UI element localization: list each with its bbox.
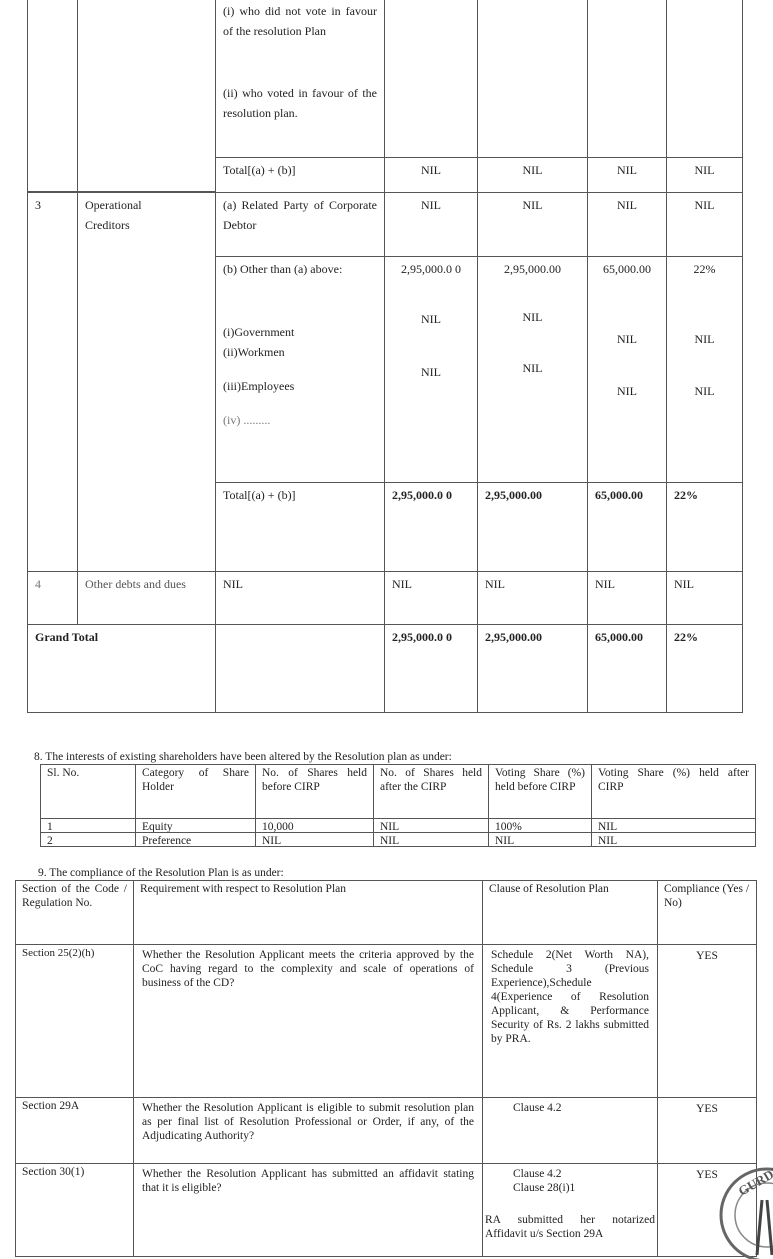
section-cell: Section 29A [15,1097,134,1164]
section9-heading: 9. The compliance of the Resolution Plan… [38,867,284,879]
shareholder-cell: NIL [488,832,592,847]
cell: NIL [384,571,478,625]
requirement-cell: Whether the Resolution Applicant meets t… [133,944,483,1098]
other-than-a-cell: (b) Other than (a) above: (i)Government … [215,256,385,483]
cell: 2,95,000.00 [504,262,561,276]
header: Requirement with respect to Resolution P… [133,880,483,945]
shareholder-cell: Equity [135,818,256,833]
clause-line: Clause 28(i)1 [513,1182,576,1194]
shareholder-cell: NIL [591,832,756,847]
clause-cell: Clause 4.2 Clause 28(i)1 RA submitted he… [482,1163,658,1257]
compliance-cell: YES [657,1097,757,1164]
compliance-cell: YES [657,944,757,1098]
cell: NIL [477,192,588,257]
cell: 2,95,000.00 [477,624,588,713]
related-party-label: (a) Related Party of Corporate Debtor [215,192,385,257]
header: No. of Shares held before CIRP [255,764,374,819]
shareholder-cell: NIL [373,818,489,833]
grand-total-label: Grand Total [27,624,216,713]
cell: 65,000.00 [587,482,667,572]
stamp-seal-icon: GURDEV [719,1160,773,1259]
header: Section of the Code / Regulation No. [15,880,134,945]
shareholder-cell: Preference [135,832,256,847]
cell: NIL [384,157,478,193]
iv-label: (iv) ......... [223,413,271,427]
col1: 2,95,000.0 0 NIL NIL [384,256,478,483]
header: Voting Share (%) held before CIRP [488,764,592,819]
cell: NIL [587,192,667,257]
header: Voting Share (%) held after CIRP [591,764,756,819]
cell: NIL [617,332,637,346]
clause-note: RA submitted her notarized Affidavit u/s… [485,1214,655,1240]
shareholder-cell: 100% [488,818,592,833]
fc-total-label: Total[(a) + (b)] [215,157,385,193]
header: Clause of Resolution Plan [482,880,658,945]
cell: NIL [587,157,667,193]
gov-label: (i)Government [223,325,295,339]
shareholder-cell: 2 [40,832,136,847]
cell: NIL [694,384,715,398]
cell: 2,95,000.0 0 [384,624,478,713]
cell: NIL [477,571,588,625]
header: No. of Shares held after the CIRP [373,764,489,819]
cell-fc-sub: (i) who did not vote in favour of the re… [215,0,385,158]
compliance-cell: YES [657,1163,757,1257]
cell: NIL [215,571,385,625]
cell: 65,000.00 [603,262,651,276]
header: Compliance (Yes / No) [657,880,757,945]
shareholder-cell: NIL [255,832,374,847]
category: Other debts and dues [77,571,216,625]
cell: 22% [666,624,743,713]
cell: 2,95,000.0 0 [401,262,461,276]
header: Sl. No. [40,764,136,819]
cell: NIL [522,361,543,375]
cell: NIL [666,571,743,625]
cell: NIL [421,365,441,379]
cell: 65,000.00 [587,624,667,713]
oc-total-label: Total[(a) + (b)] [215,482,385,572]
clause-cell: Schedule 2(Net Worth NA), Schedule 3 (Pr… [482,944,658,1098]
emp-label: (iii)Employees [223,379,295,393]
clause-line: Clause 4.2 [513,1168,562,1180]
section-cell: Section 25(2)(h) [15,944,134,1098]
shareholder-cell: NIL [591,818,756,833]
fc-not-voted: (i) who did not vote in favour of the re… [223,4,377,38]
cell: 2,95,000.00 [477,482,588,572]
col2: 2,95,000.00 NIL NIL [477,256,588,483]
cell: 22% [693,262,716,276]
category: Operational Creditors [77,192,216,572]
col3: 65,000.00 NIL NIL [587,256,667,483]
section8-heading: 8. The interests of existing shareholder… [34,751,452,763]
header: Category of Share Holder [135,764,256,819]
workmen-label: (ii)Workmen [223,345,285,359]
cell: NIL [522,310,543,324]
fc-voted: (ii) who voted in favour of the resoluti… [223,86,377,120]
requirement-cell: Whether the Resolution Applicant is elig… [133,1097,483,1164]
shareholder-cell: NIL [373,832,489,847]
shareholder-cell: 10,000 [255,818,374,833]
cell: NIL [694,332,715,346]
cell: NIL [421,312,441,326]
col4: 22% NIL NIL [666,256,743,483]
other-label: (b) Other than (a) above: [223,262,343,276]
cell: NIL [587,571,667,625]
svg-text:GURDEV: GURDEV [736,1160,773,1199]
section-cell: Section 30(1) [15,1163,134,1257]
shareholder-cell: 1 [40,818,136,833]
cell: NIL [477,157,588,193]
sl-no: 3 [27,192,78,572]
cell: 2,95,000.0 0 [384,482,478,572]
requirement-cell: Whether the Resolution Applicant has sub… [133,1163,483,1257]
sl-no: 4 [27,571,78,625]
cell: NIL [384,192,478,257]
clause-cell: Clause 4.2 [482,1097,658,1164]
cell: NIL [666,157,743,193]
cell: 22% [666,482,743,572]
cell: NIL [666,192,743,257]
cell: NIL [617,384,637,398]
